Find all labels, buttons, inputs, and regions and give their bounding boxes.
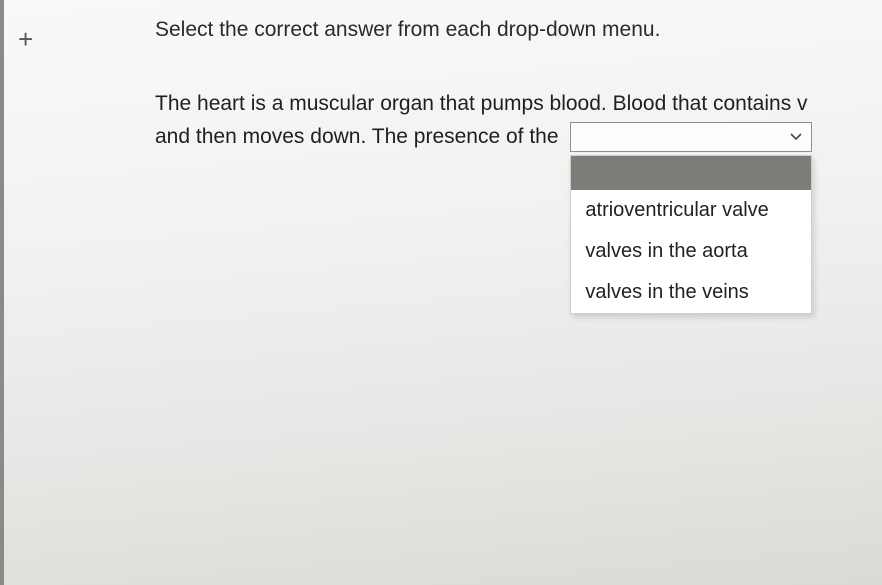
dropdown-option[interactable]: valves in the aorta <box>571 231 811 272</box>
question-content: Select the correct answer from each drop… <box>155 18 882 153</box>
chevron-down-icon <box>789 132 803 142</box>
left-gutter <box>0 0 4 585</box>
dropdown-option[interactable]: valves in the veins <box>571 272 811 313</box>
answer-dropdown[interactable] <box>570 122 812 152</box>
dropdown-options-panel: atrioventricular valve valves in the aor… <box>570 155 812 314</box>
passage: The heart is a muscular organ that pumps… <box>155 88 882 153</box>
add-icon[interactable]: + <box>18 26 33 52</box>
passage-line-1: The heart is a muscular organ that pumps… <box>155 88 882 121</box>
dropdown-wrap: atrioventricular valve valves in the aor… <box>570 121 812 154</box>
dropdown-option-blank[interactable] <box>571 156 811 190</box>
passage-line-2-prefix: and then moves down. The presence of the <box>155 125 559 148</box>
passage-line-2: and then moves down. The presence of the… <box>155 121 882 154</box>
dropdown-option[interactable]: atrioventricular valve <box>571 190 811 231</box>
instruction-text: Select the correct answer from each drop… <box>155 18 882 42</box>
